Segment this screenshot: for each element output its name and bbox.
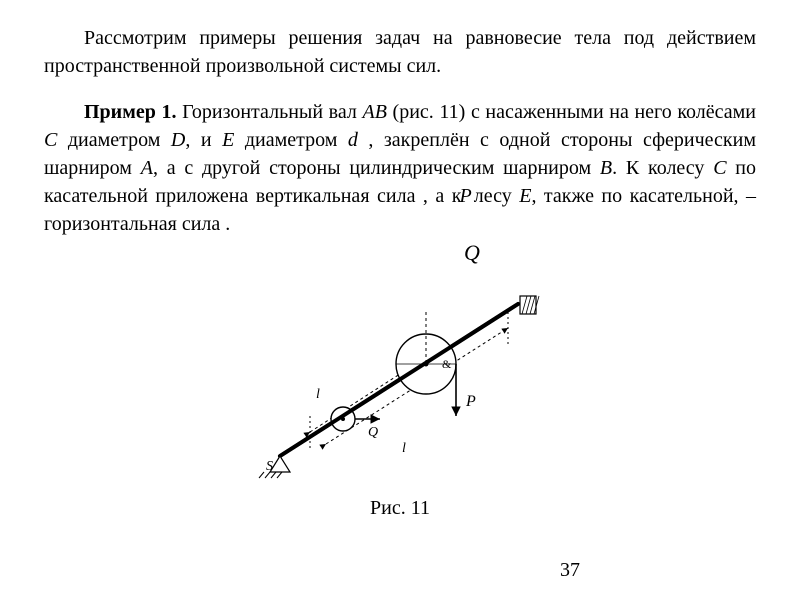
ex-AB: AB	[363, 101, 387, 123]
figure-caption: Рис. 11	[44, 497, 756, 520]
ex-seg3: диаметром	[57, 129, 171, 151]
figure-svg: P Q & l l S	[220, 256, 580, 496]
ex-seg1: Горизонтальный вал	[176, 101, 362, 123]
example-paragraph: Пример 1. Горизонтальный вал AB (рис. 11…	[44, 98, 756, 238]
ex-B: B	[600, 157, 612, 179]
ex-A: A	[141, 157, 153, 179]
svg-text:l: l	[316, 387, 320, 402]
example-label: Пример 1.	[84, 101, 176, 123]
ex-seg4: , и	[185, 129, 222, 151]
svg-text:S: S	[266, 459, 273, 474]
page-number: 37	[560, 559, 580, 582]
ex-C: C	[44, 129, 57, 151]
svg-text:P: P	[465, 393, 476, 410]
ex-seg10: лесу	[474, 185, 519, 207]
ex-E2: E	[519, 185, 531, 207]
intro-paragraph: Рассмотрим примеры решения задач на равн…	[44, 24, 756, 80]
ex-seg8: . К колесу	[612, 157, 713, 179]
svg-text:Q: Q	[368, 425, 378, 440]
ex-P-overlay: P	[460, 185, 472, 207]
ex-seg7: , а с другой стороны цилиндрическим шарн…	[153, 157, 600, 179]
ex-E: E	[222, 129, 234, 151]
ex-seg5: диаметром	[234, 129, 348, 151]
ex-d: d	[348, 129, 358, 151]
figure-11: P Q & l l S Рис. 11	[44, 256, 756, 520]
ex-Q-overlay: Q	[424, 238, 480, 269]
ex-seg2: (рис. 11) с насаженными на него колёсами	[387, 101, 756, 123]
ex-D: D	[171, 129, 185, 151]
svg-text:l: l	[402, 441, 406, 456]
svg-text:&: &	[442, 357, 452, 371]
ex-C2: C	[713, 157, 726, 179]
